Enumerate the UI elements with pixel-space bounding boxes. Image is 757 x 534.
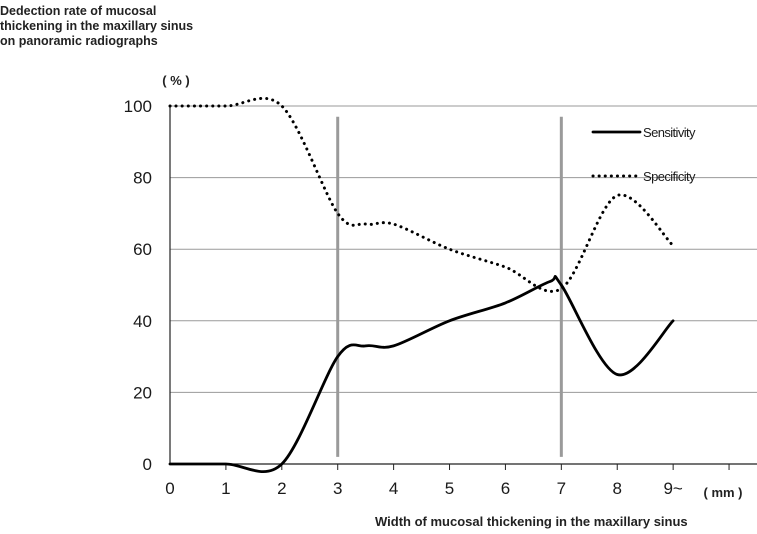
y-tick-labels: 0 20 40 60 80 100: [124, 97, 152, 474]
legend-label-specificity: Specificity: [643, 169, 696, 184]
x-tick-label-4: 4: [389, 479, 398, 498]
reference-lines: [336, 116, 563, 457]
y-tick-label-80: 80: [133, 169, 152, 188]
x-tick-label-9: 9~: [663, 479, 682, 498]
title-line-1: Dedection rate of mucosal: [0, 4, 157, 18]
y-tick-label-20: 20: [133, 383, 152, 402]
y-tick-label-0: 0: [143, 455, 152, 474]
x-tick-label-8: 8: [613, 479, 622, 498]
grid-lines: [170, 105, 757, 393]
legend: Sensitivity Specificity: [591, 125, 697, 184]
series-line-sensitivity: [168, 275, 675, 474]
legend-label-sensitivity: Sensitivity: [643, 125, 696, 140]
x-tick-label-0: 0: [165, 479, 174, 498]
y-axis-unit: ( % ): [162, 73, 189, 88]
x-tick-label-3: 3: [333, 479, 342, 498]
x-tick-label-7: 7: [557, 479, 566, 498]
y-tick-label-100: 100: [124, 97, 152, 116]
chart-title: Dedection rate of mucosal thickening in …: [0, 4, 193, 49]
title-line-3: on panoramic radiographs: [0, 34, 158, 48]
title-line-2: thickening in the maxillary sinus: [0, 19, 194, 33]
x-axis-label: Width of mucosal thickening in the maxil…: [375, 514, 688, 529]
x-tick-label-5: 5: [445, 479, 454, 498]
x-tick-labels: 0 1 2 3 4 5 6 7 8 9~: [165, 479, 683, 498]
x-axis-unit: ( mm ): [704, 485, 743, 500]
series-lines: [168, 96, 675, 474]
y-tick-label-60: 60: [133, 240, 152, 259]
y-tick-label-40: 40: [133, 312, 152, 331]
x-tick-label-2: 2: [277, 479, 286, 498]
series-line-specificity: [168, 96, 675, 293]
axes: [169, 106, 757, 470]
x-tick-label-1: 1: [221, 479, 230, 498]
x-tick-label-6: 6: [501, 479, 510, 498]
